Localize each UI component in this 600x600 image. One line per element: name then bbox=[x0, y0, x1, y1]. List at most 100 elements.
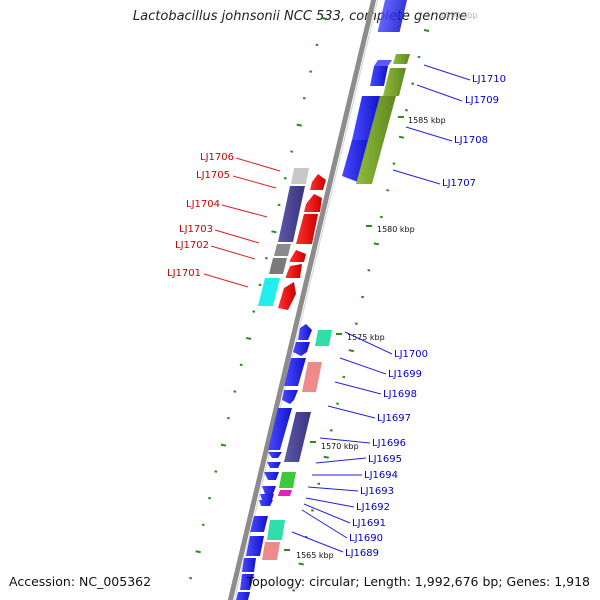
gene-lj1697[interactable] bbox=[268, 408, 311, 462]
accession-text: Accession: NC_005362 bbox=[9, 574, 152, 589]
gene-lj1708[interactable] bbox=[342, 96, 380, 182]
gene-lj1707[interactable] bbox=[356, 96, 396, 184]
gene-lj1701[interactable] bbox=[258, 278, 296, 310]
label-lj1694[interactable]: LJ1694 bbox=[364, 470, 398, 481]
outer-rail-dash bbox=[283, 176, 287, 180]
gene-lj1691[interactable] bbox=[259, 500, 273, 506]
gene-lj1710[interactable] bbox=[370, 54, 410, 86]
inner-rail-dash bbox=[348, 349, 355, 353]
gene-lj1699[interactable] bbox=[293, 342, 310, 356]
inner-rail-dash bbox=[329, 429, 333, 432]
inner-rail-dash bbox=[336, 402, 339, 405]
label-lj1704[interactable]: LJ1704 bbox=[186, 199, 220, 210]
genome-backbone bbox=[227, 0, 379, 600]
inner-rail-dash bbox=[361, 295, 365, 299]
gene-lj1704[interactable] bbox=[278, 186, 318, 244]
label-lj1706[interactable]: LJ1706 bbox=[200, 152, 234, 163]
scale-label-top: 1590 kbp bbox=[440, 11, 478, 20]
gene-lj1690[interactable] bbox=[250, 516, 285, 540]
inner-rail-dash bbox=[354, 322, 358, 325]
label-lj1698[interactable]: LJ1698 bbox=[383, 389, 417, 400]
label-lj1699[interactable]: LJ1699 bbox=[388, 369, 422, 380]
inner-rail-dash bbox=[405, 109, 408, 112]
scale-tick-1585: 1585 kbp bbox=[398, 116, 446, 125]
gene-lj1705[interactable] bbox=[304, 194, 322, 212]
outer-rail-dash bbox=[309, 70, 313, 73]
gene-lj1709[interactable] bbox=[383, 68, 406, 96]
label-lj1697[interactable]: LJ1697 bbox=[377, 413, 411, 424]
outer-rail-dash bbox=[195, 550, 201, 554]
inner-rail-dash bbox=[386, 189, 390, 192]
gene-lj1698[interactable] bbox=[282, 358, 322, 404]
inner-rail-dash bbox=[367, 269, 371, 272]
outer-rail-dash bbox=[271, 230, 277, 234]
gene-lj1689[interactable] bbox=[246, 536, 280, 560]
outer-rail-dash bbox=[208, 496, 211, 500]
label-lj1708[interactable]: LJ1708 bbox=[454, 135, 488, 146]
label-lj1696[interactable]: LJ1696 bbox=[372, 438, 406, 449]
label-lj1703[interactable]: LJ1703 bbox=[179, 224, 213, 235]
gene-lj1700[interactable] bbox=[298, 324, 332, 346]
label-lj1709[interactable]: LJ1709 bbox=[465, 95, 499, 106]
outer-rail-dash bbox=[233, 390, 237, 393]
inner-rail-dash bbox=[342, 375, 346, 379]
outer-rail-dash bbox=[189, 576, 193, 580]
outer-rail-dash bbox=[239, 363, 243, 367]
label-lj1707[interactable]: LJ1707 bbox=[442, 178, 476, 189]
label-lj1702[interactable]: LJ1702 bbox=[175, 240, 209, 251]
outer-rail-dash bbox=[277, 203, 281, 207]
label-lj1692[interactable]: LJ1692 bbox=[356, 502, 390, 513]
label-lj1705[interactable]: LJ1705 bbox=[196, 170, 230, 181]
outer-rail-dash bbox=[214, 470, 218, 473]
gene-partial-bottom[interactable] bbox=[236, 558, 256, 600]
svg-text:1575 kbp: 1575 kbp bbox=[347, 333, 385, 342]
inner-rail-dash bbox=[298, 562, 304, 566]
inner-tick-rail bbox=[292, 29, 430, 592]
gene-lj1694[interactable] bbox=[264, 472, 296, 488]
label-lj1695[interactable]: LJ1695 bbox=[368, 454, 402, 465]
inner-rail-dash bbox=[379, 215, 383, 219]
scale-tick-1575: 1575 kbp bbox=[336, 333, 385, 342]
inner-rail-dash bbox=[317, 482, 321, 485]
outer-rail-dash bbox=[321, 17, 328, 20]
reverse-gene-labels: LJ1706 LJ1705 LJ1704 LJ1703 LJ1702 LJ170… bbox=[167, 152, 234, 279]
outer-rail-dash bbox=[245, 336, 252, 340]
forward-gene-labels: LJ1710 LJ1709 LJ1708 LJ1707 LJ1700 LJ169… bbox=[345, 74, 506, 559]
svg-text:1565 kbp: 1565 kbp bbox=[296, 551, 334, 560]
outer-rail-dash bbox=[252, 310, 256, 313]
scale-tick-1580: 1580 kbp bbox=[366, 225, 415, 234]
inner-rail-dash bbox=[311, 509, 314, 512]
outer-rail-dash bbox=[201, 523, 205, 527]
inner-rail-dash bbox=[392, 162, 396, 165]
inner-rail-dash bbox=[398, 135, 405, 139]
gene-lj1703[interactable] bbox=[274, 244, 306, 262]
outer-tick-rail bbox=[189, 17, 328, 580]
svg-text:1585 kbp: 1585 kbp bbox=[408, 116, 446, 125]
label-lj1701[interactable]: LJ1701 bbox=[167, 268, 201, 279]
reverse-leader-lines bbox=[203, 157, 281, 288]
inner-rail-dash bbox=[292, 589, 296, 592]
label-lj1700[interactable]: LJ1700 bbox=[394, 349, 428, 360]
label-lj1691[interactable]: LJ1691 bbox=[352, 518, 386, 529]
gene-lj1693[interactable] bbox=[262, 486, 292, 496]
label-lj1693[interactable]: LJ1693 bbox=[360, 486, 394, 497]
inner-rail-dash bbox=[417, 55, 421, 59]
label-lj1690[interactable]: LJ1690 bbox=[349, 533, 383, 544]
inner-rail-dash bbox=[411, 82, 415, 85]
gene-lj1706[interactable] bbox=[291, 168, 326, 190]
svg-text:1580 kbp: 1580 kbp bbox=[377, 225, 415, 234]
gene-lj1692[interactable] bbox=[260, 494, 274, 500]
gene-lj1711-partial[interactable] bbox=[377, 0, 409, 32]
scale-tick-1565: 1565 kbp bbox=[284, 549, 334, 560]
outer-rail-dash bbox=[227, 416, 230, 420]
inner-rail-dash bbox=[323, 455, 329, 459]
label-lj1710[interactable]: LJ1710 bbox=[472, 74, 506, 85]
genome-summary-text: Topology: circular; Length: 1,992,676 bp… bbox=[246, 574, 590, 589]
inner-rail-dash bbox=[373, 242, 380, 246]
outer-rail-dash bbox=[258, 283, 262, 287]
gene-lj1695[interactable] bbox=[267, 462, 281, 468]
gene-lj1702[interactable] bbox=[269, 258, 302, 278]
label-lj1689[interactable]: LJ1689 bbox=[345, 548, 379, 559]
gene-lj1696[interactable] bbox=[268, 452, 282, 458]
